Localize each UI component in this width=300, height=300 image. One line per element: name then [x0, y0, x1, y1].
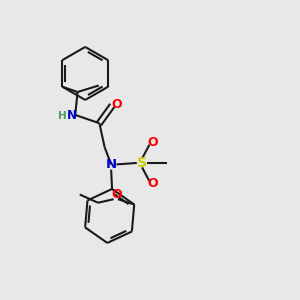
Text: H: H [58, 110, 67, 121]
Text: N: N [106, 158, 117, 171]
Text: S: S [137, 156, 147, 170]
Text: O: O [111, 188, 122, 201]
Text: N: N [67, 109, 77, 122]
Text: O: O [148, 177, 158, 190]
Text: O: O [148, 136, 158, 149]
Text: O: O [111, 98, 122, 111]
